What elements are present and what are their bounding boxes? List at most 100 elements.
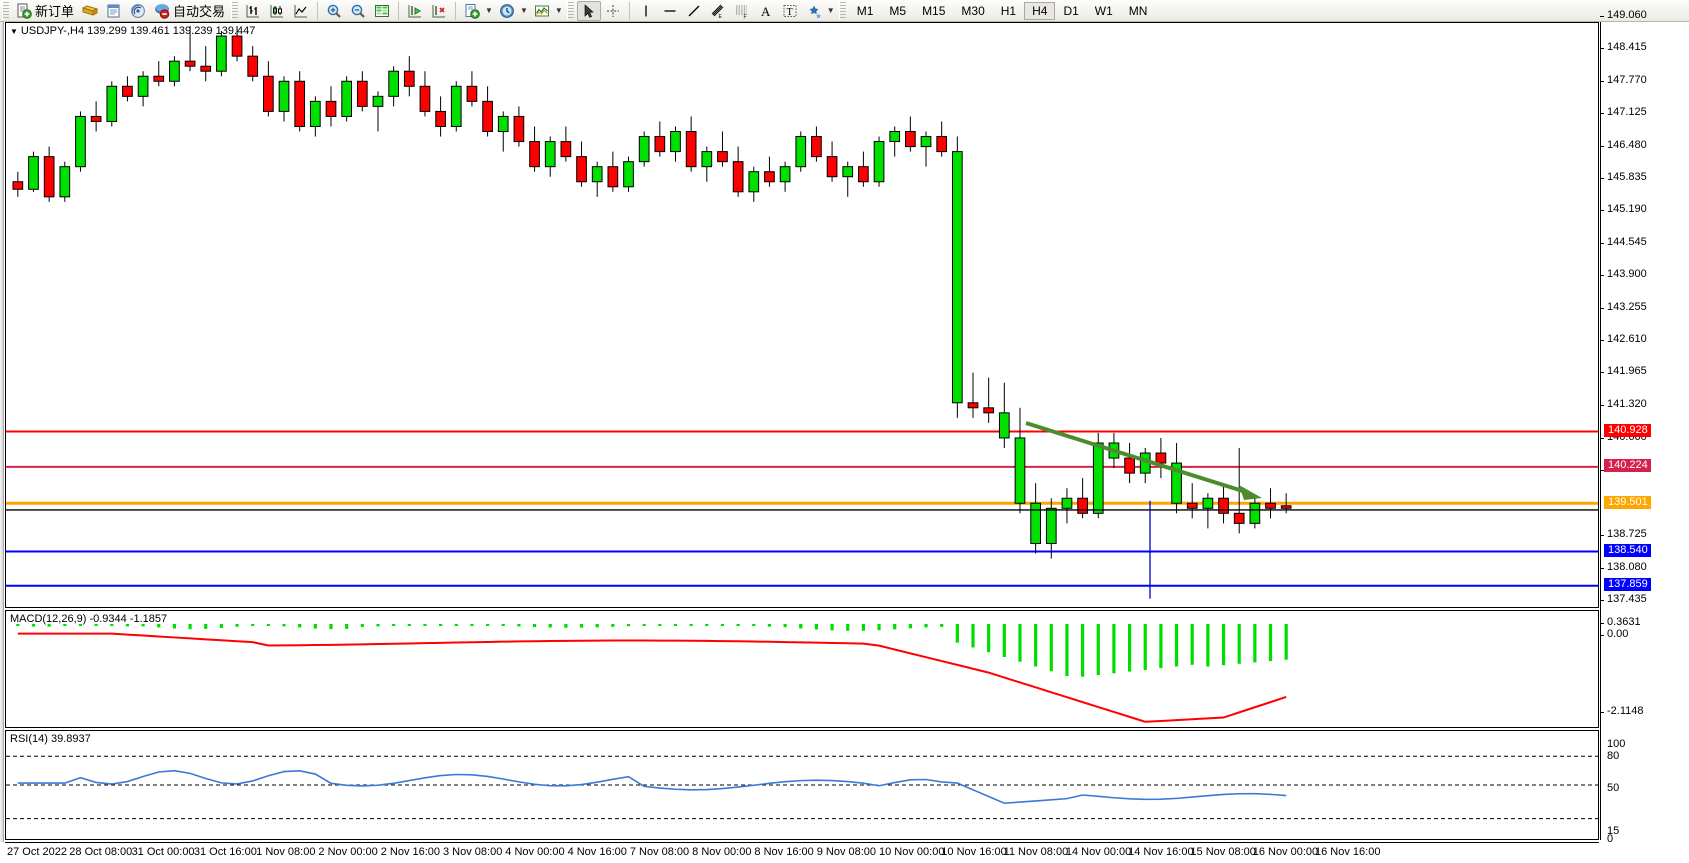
macd-histogram-bar [940, 624, 944, 627]
metaeditor-button[interactable] [102, 1, 126, 21]
resistance-level-1-marker[interactable]: 140.928 [1604, 424, 1651, 438]
candle-body [231, 35, 243, 57]
chevron-down-icon-templates[interactable]: ▼ [554, 6, 563, 15]
macd-histogram-bar [814, 624, 819, 630]
time-tick: 9 Nov 08:00 [816, 846, 877, 858]
candle-body [638, 136, 650, 163]
horizontal-line-tool-button[interactable] [658, 1, 682, 21]
macd-histogram-bar [439, 624, 443, 626]
candle-body [951, 151, 963, 404]
timeframe-mn[interactable]: MN [1128, 3, 1148, 18]
toolbar-grip-3[interactable] [566, 1, 574, 20]
macd-histogram-bar [1143, 624, 1147, 670]
timeframe-m5[interactable]: M5 [889, 3, 907, 18]
line-chart-button[interactable] [289, 1, 313, 21]
axis-vertical-line [1600, 22, 1601, 840]
macd-histogram-bar [407, 624, 411, 626]
candle-body [560, 141, 572, 158]
candle-body [200, 65, 212, 72]
timeframe-m30[interactable]: M30 [961, 3, 985, 18]
main-toolbar: 新订单 [0, 0, 1689, 22]
candle-body [169, 60, 180, 82]
price-pane[interactable]: ▼ USDJPY-,H4 139.299 139.461 139.239 139.… [5, 22, 1599, 608]
period-button[interactable] [495, 1, 519, 21]
candle-body [717, 151, 728, 163]
macd-histogram-bar [955, 624, 959, 643]
crosshair-tool-button[interactable] [601, 1, 625, 21]
candle-body [685, 131, 697, 168]
data-window-icon [375, 4, 390, 17]
timeframe-m1[interactable]: M1 [856, 3, 874, 18]
candle-body [576, 156, 587, 183]
candle-body [513, 115, 525, 143]
candle-body [905, 131, 916, 148]
chart-shift-button[interactable] [403, 1, 427, 21]
metaeditor-icon [107, 4, 120, 17]
shapes-tool-button[interactable] [802, 1, 826, 21]
chart-vertical-scrollbar[interactable] [0, 22, 4, 842]
macd-histogram-bar [454, 624, 458, 626]
new-order-button[interactable]: 新订单 [12, 1, 78, 21]
chart-autoscroll-button[interactable] [427, 1, 451, 21]
text-tool-button[interactable]: A [754, 1, 778, 21]
signals-button[interactable] [126, 1, 150, 21]
candle-body [106, 85, 118, 122]
resistance-level-2-marker[interactable]: 140.224 [1604, 459, 1651, 473]
chevron-down-icon-shapes[interactable]: ▼ [826, 6, 835, 15]
fibonacci-tool-button[interactable]: F [730, 1, 754, 21]
toolbar-grip-4[interactable] [838, 1, 846, 20]
text-label-tool-button[interactable]: T [778, 1, 802, 21]
toolbar-grip-2[interactable] [231, 1, 239, 20]
templates-button[interactable] [530, 1, 554, 21]
macd-histogram-bar [63, 624, 67, 626]
macd-histogram-bar [298, 624, 302, 628]
macd-histogram-bar [282, 624, 286, 627]
equidistant-channel-tool-button[interactable]: E [706, 1, 730, 21]
auto-trading-button[interactable]: 自动交易 [150, 1, 229, 21]
chevron-down-icon-indicators[interactable]: ▼ [485, 6, 493, 15]
timeframe-w1[interactable]: W1 [1094, 3, 1113, 18]
vertical-line-tool-button[interactable] [634, 1, 658, 21]
macd-histogram-bar [1049, 624, 1053, 672]
price-axis[interactable]: 149.060 148.415 147.770 147.125 146.480 145.8… [1600, 9, 1689, 863]
macd-histogram-bar [141, 624, 145, 627]
time-tick: 8 Nov 16:00 [754, 846, 814, 858]
downtrend-arrow[interactable] [1025, 421, 1262, 500]
candle-body [28, 156, 39, 190]
support-level-2-marker[interactable]: 137.859 [1604, 578, 1651, 592]
timeframe-d1[interactable]: D1 [1063, 3, 1079, 18]
chevron-down-icon-period[interactable]: ▼ [519, 6, 528, 15]
new-order-icon [17, 3, 32, 19]
current-price-level-marker[interactable]: 139.501 [1604, 495, 1651, 509]
timeframe-h4[interactable]: H4 [1024, 1, 1056, 20]
candle-body [1218, 497, 1229, 514]
trendline-tool-button[interactable] [682, 1, 706, 21]
toolbar-grip[interactable] [2, 1, 9, 20]
time-axis[interactable]: 27 Oct 2022 28 Oct 08:00 31 Oct 00:00 31 Oc… [5, 842, 1599, 863]
add-indicator-button[interactable] [460, 1, 484, 21]
support-level-1-marker[interactable]: 138.540 [1604, 543, 1651, 557]
rsi-pane[interactable]: RSI(14) 39.8937 [5, 730, 1599, 840]
timeframe-m15[interactable]: M15 [922, 3, 946, 18]
time-tick: 31 Oct 16:00 [193, 846, 257, 858]
cursor-tool-button[interactable] [576, 0, 601, 21]
data-window-button[interactable] [370, 1, 394, 21]
macd-histogram-bar [705, 624, 709, 626]
macd-histogram-bar [345, 624, 349, 629]
macd-histogram-bar [251, 624, 255, 626]
macd-pane[interactable]: MACD(12,26,9) -0.9344 -1.1857 [5, 610, 1599, 728]
expert-advisors-button[interactable] [78, 1, 102, 21]
macd-histogram-bar [219, 624, 223, 628]
collapse-triangle-icon[interactable]: ▼ [10, 26, 18, 36]
candlestick-chart-button[interactable] [265, 1, 289, 21]
time-tick: 4 Nov 16:00 [567, 846, 627, 858]
macd-histogram-bar [1034, 624, 1038, 667]
zoom-in-button[interactable] [322, 1, 346, 21]
bar-chart-button[interactable] [241, 1, 265, 21]
timeframe-h1[interactable]: H1 [1000, 3, 1017, 18]
candle-body [450, 85, 462, 127]
zoom-out-button[interactable] [346, 1, 370, 21]
macd-histogram-bar [1174, 624, 1179, 667]
macd-histogram-bar [16, 624, 20, 626]
